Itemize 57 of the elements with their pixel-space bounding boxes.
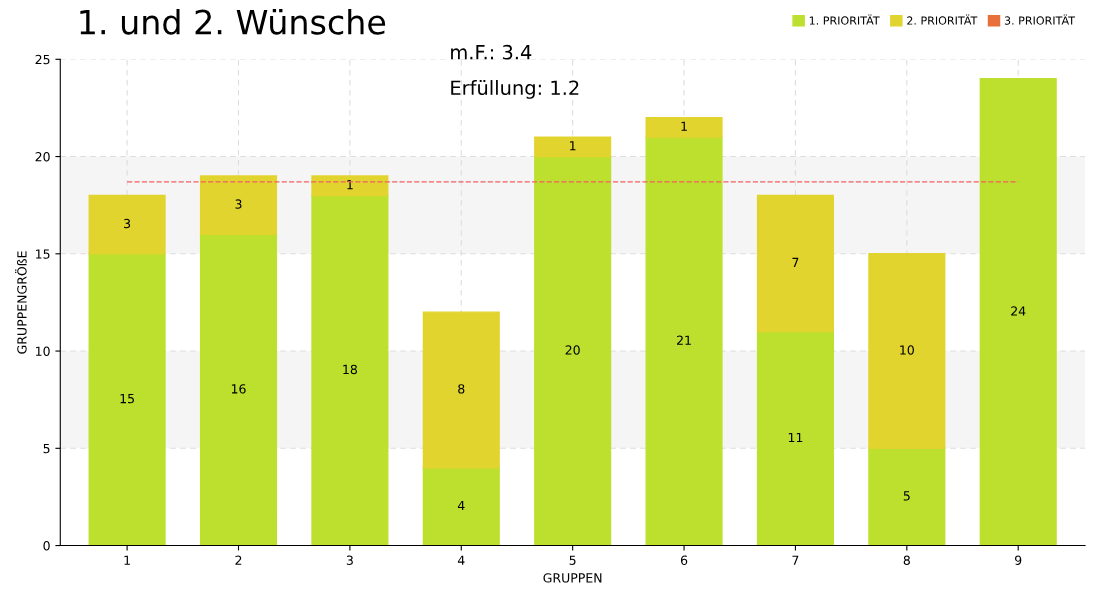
x-tick-label: 6 xyxy=(680,555,688,565)
y-tick-label: 0 xyxy=(43,541,50,551)
data-label: 20 xyxy=(565,345,580,355)
bar xyxy=(756,194,835,333)
data-label: 16 xyxy=(231,384,246,394)
bar xyxy=(868,253,946,450)
bar xyxy=(199,175,278,236)
annotation: m.F.: 3.4 xyxy=(451,44,532,60)
annotation: Erfüllung: 1.2 xyxy=(451,80,579,99)
chart-title: 1. und 2. Wünsche xyxy=(80,8,386,35)
data-label: 1 xyxy=(570,141,576,151)
bar xyxy=(199,233,278,546)
data-label: 5 xyxy=(903,491,910,501)
x-tick-label: 5 xyxy=(569,555,576,565)
bar xyxy=(534,155,612,546)
bar xyxy=(756,330,835,546)
x-tick-label: 3 xyxy=(346,555,353,565)
data-label: 4 xyxy=(457,501,465,511)
data-label: 11 xyxy=(788,432,803,443)
legend-label: 2. PRIORITÄT xyxy=(907,14,978,25)
x-tick-label: 4 xyxy=(457,555,465,565)
bar xyxy=(868,447,946,546)
y-tick-label: 20 xyxy=(35,152,50,162)
bar xyxy=(979,78,1057,546)
bar xyxy=(422,311,500,469)
data-label: 24 xyxy=(1011,306,1026,316)
data-label: 7 xyxy=(792,257,799,267)
y-tick-label: 25 xyxy=(35,54,50,65)
x-tick-label: 9 xyxy=(1015,555,1022,565)
bar xyxy=(311,194,389,546)
data-label: 15 xyxy=(120,394,134,404)
data-label: 10 xyxy=(900,345,914,355)
data-label: 8 xyxy=(458,384,465,394)
x-tick-label: 7 xyxy=(792,555,799,565)
bar xyxy=(645,116,723,138)
bar xyxy=(88,194,166,255)
x-tick-label: 1 xyxy=(124,555,130,565)
bar xyxy=(534,136,612,158)
y-tick-label: 10 xyxy=(36,346,50,356)
y-tick-label: 5 xyxy=(43,443,50,454)
bar xyxy=(422,467,500,546)
data-label: 18 xyxy=(343,364,357,375)
bar xyxy=(645,136,723,546)
data-label: 1 xyxy=(681,121,687,131)
data-label: 3 xyxy=(235,199,242,209)
data-label: 21 xyxy=(677,335,691,345)
bar xyxy=(88,253,166,546)
x-tick-label: 2 xyxy=(235,555,242,565)
y-tick-label: 15 xyxy=(36,249,50,259)
legend-label: 3. PRIORITÄT xyxy=(1004,14,1076,25)
x-axis-title: GRUPPEN xyxy=(543,573,602,583)
data-label: 1 xyxy=(347,180,353,190)
bar xyxy=(311,175,389,197)
y-axis-title: GRUPPENGRÖßE xyxy=(15,251,27,354)
x-tick-label: 8 xyxy=(903,555,910,565)
legend-label: 1. PRIORITÄT xyxy=(809,14,880,25)
data-label: 3 xyxy=(124,218,131,229)
